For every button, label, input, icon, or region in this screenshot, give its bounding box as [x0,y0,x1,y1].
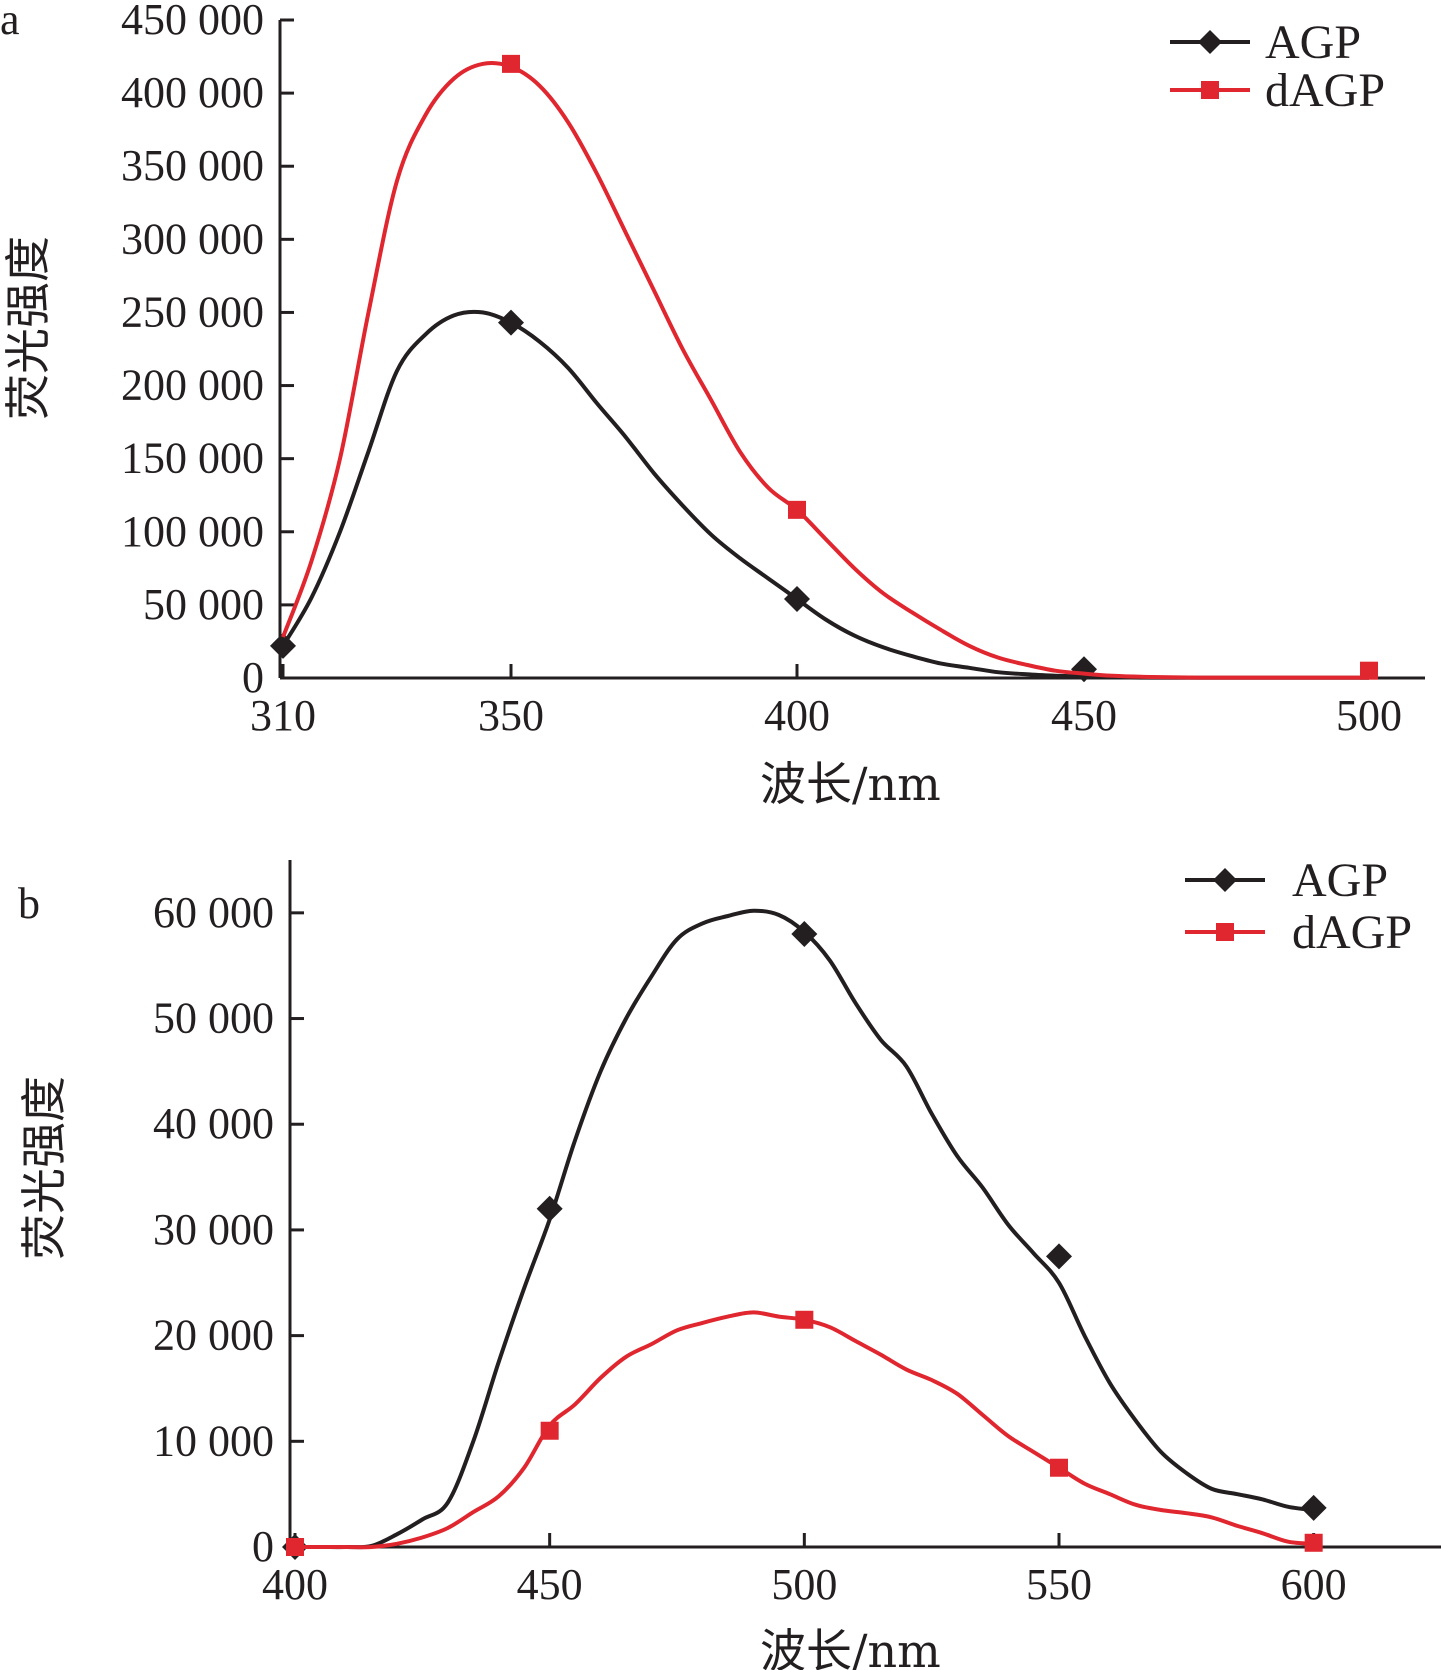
y-tick-label: 30 000 [153,1205,274,1254]
y-tick-label: 350 000 [121,141,264,190]
panel-b-y-ticks: 0 10 000 20 000 30 000 40 000 50 000 60 000 [153,888,304,1571]
y-tick-label: 300 000 [121,214,264,263]
series-marker-dagp [788,500,806,519]
y-tick-label: 450 000 [121,0,264,44]
panel-b-x-ticks: 400 450 500 550 600 [262,1533,1347,1609]
x-tick-label: 450 [517,1560,583,1609]
legend-b-agp-label: AGP [1292,854,1388,907]
panel-b-legend: AGP dAGP [1185,854,1412,959]
legend-b-agp-diamond-marker [1213,868,1237,892]
x-tick-label: 600 [1281,1560,1347,1609]
series-marker-agp [270,632,296,659]
series-marker-agp [791,920,818,947]
x-tick-label: 310 [250,691,316,740]
y-tick-label: 250 000 [121,287,264,336]
panel-b-y-axis-title: 荧光强度 [17,1076,71,1260]
series-marker-dagp [540,1421,559,1440]
legend-a-dagp-label: dAGP [1265,64,1385,117]
panel-a-label: a [0,0,20,44]
panel-a-y-axis-title: 荧光强度 [1,236,55,420]
y-tick-label: 0 [252,1522,274,1571]
series-marker-dagp [1360,661,1378,680]
series-marker-agp [536,1195,563,1222]
panel-a-y-ticks: 0 50 000 100 000 150 000 200 000 250 000 300 0… [121,0,294,702]
series-marker-dagp [1050,1458,1068,1477]
series-marker-dagp [1304,1533,1323,1552]
x-tick-label: 500 [1336,691,1402,740]
x-tick-label: 400 [262,1560,328,1609]
panel-b-label: b [18,879,40,928]
x-tick-label: 350 [478,691,544,740]
legend-a-dagp-square-marker [1201,81,1219,99]
y-tick-label: 50 000 [153,994,274,1043]
y-tick-label: 150 000 [121,434,264,483]
x-tick-label: 450 [1051,691,1117,740]
y-tick-label: 0 [242,653,264,702]
series-line-dagp [281,60,1369,680]
legend-a-agp-label: AGP [1265,16,1361,69]
x-tick-label: 500 [771,1560,837,1609]
y-tick-label: 20 000 [153,1311,274,1360]
panel-a-chart: a 0 50 000 100 000 150 000 200 000 250 000 300… [0,0,1425,811]
x-tick-label: 400 [764,691,830,740]
series-marker-dagp [286,1538,304,1556]
legend-b-dagp-square-marker [1216,923,1234,941]
y-tick-label: 200 000 [121,361,264,410]
panel-a-series [270,54,1378,683]
series-marker-agp [1300,1494,1327,1521]
panel-a-x-axis-title: 波长/nm [760,757,941,811]
series-marker-dagp [502,54,520,73]
y-tick-label: 400 000 [121,68,264,117]
legend-b-dagp-label: dAGP [1292,906,1412,959]
y-tick-label: 40 000 [153,1099,274,1148]
panel-a-legend: AGP dAGP [1170,16,1385,117]
x-tick-label: 550 [1026,1560,1092,1609]
panel-b-x-axis-title: 波长/nm [760,1624,941,1670]
series-marker-agp [784,586,810,613]
series-marker-agp [1046,1243,1072,1270]
series-line-agp [294,908,1314,1550]
series-marker-agp [498,309,524,336]
panel-b-series [282,908,1327,1560]
series-marker-dagp [795,1310,814,1329]
y-tick-label: 100 000 [121,507,264,556]
y-tick-label: 10 000 [153,1416,274,1465]
y-tick-label: 60 000 [153,888,274,937]
legend-a-agp-diamond-marker [1198,30,1222,54]
panel-a-x-ticks: 310 350 400 450 500 [250,664,1402,740]
y-tick-label: 50 000 [143,580,264,629]
